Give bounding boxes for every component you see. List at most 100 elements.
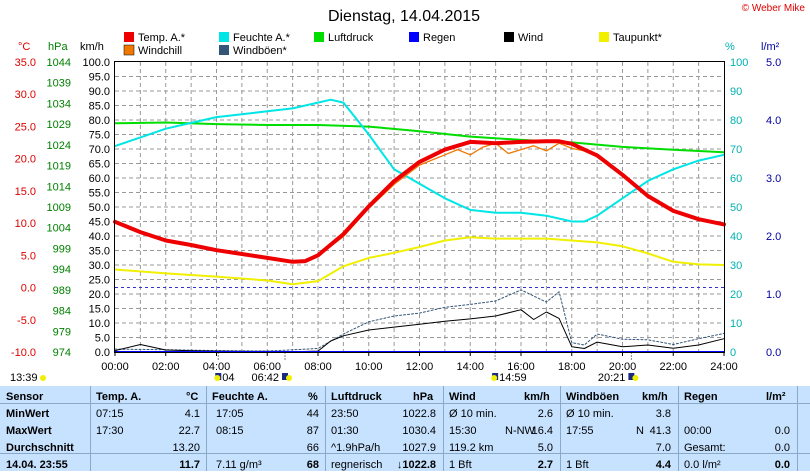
- axis-tick-label: 35.0: [15, 57, 36, 69]
- axis-tick-label: 0.0: [766, 347, 781, 359]
- axis-tick-label: 0.0: [95, 347, 110, 359]
- axis-tick-label: 2.0: [766, 231, 781, 243]
- legend-swatch-luftdruck: [314, 32, 324, 42]
- axis-tick-label: 30.0: [89, 260, 110, 272]
- axis-tick-label: 15.0: [89, 304, 110, 316]
- legend-label-windchill: Windchill: [138, 45, 182, 57]
- axis-tick-label: 0: [730, 347, 736, 359]
- stat-cell-r-a: Gesamt:: [684, 442, 726, 454]
- stats-divider: [560, 386, 561, 471]
- stat-cell-b-val: 3.8: [655, 408, 671, 420]
- header-feuchte: Feuchte A.: [212, 391, 268, 403]
- x-tick-label: 04:00: [203, 361, 231, 373]
- stat-cell-r-a: 0.0 l/m²: [684, 459, 721, 471]
- stat-cell-r-val: 0.0: [774, 442, 790, 454]
- sun-time-label: 04: [222, 372, 234, 384]
- axis-tick-label: 999: [53, 243, 71, 255]
- stat-cell-t-time: 07:15: [96, 408, 124, 420]
- axis-tick-label: 25.0: [15, 121, 36, 133]
- axis-ticks: 35.0 30.0 25.0 20.0 15.0 10.0 5.0 0.0 -5.0 -10.0 1…: [11, 57, 781, 373]
- x-tick-label: 24:00: [710, 361, 738, 373]
- stat-cell-l-val: 1027.9: [402, 442, 436, 454]
- axis-tick-label: 90: [730, 86, 742, 98]
- stat-cell-f-time: 08:15: [216, 425, 244, 437]
- stat-cell-l-time: 01:30: [331, 425, 359, 437]
- axis-tick-label: 50: [730, 202, 742, 214]
- axis-tick-label: 984: [53, 306, 71, 318]
- axis-tick-label: 10.0: [15, 218, 36, 230]
- axis-tick-label: 100.0: [82, 57, 110, 69]
- axis-tick-label: 1034: [47, 98, 71, 110]
- stat-cell-f-val: 66: [306, 442, 319, 454]
- stat-cell-l-time: ^1.9hPa/h: [331, 442, 381, 454]
- stat-cell-w-a: 119.2 km: [449, 442, 494, 454]
- stats-divider: [797, 386, 798, 471]
- stat-cell-l-time: regnerisch: [331, 459, 383, 471]
- header-luftdruck-unit: hPa: [413, 391, 434, 403]
- stat-cell-r-val: 0.0: [774, 459, 790, 471]
- x-tick-label: 12:00: [406, 361, 434, 373]
- series-line-temp-a: [113, 139, 726, 264]
- axis-tick-label: 0.0: [21, 283, 36, 295]
- header-regen-unit: l/m²: [766, 391, 786, 403]
- axis-tick-label: 5.0: [95, 333, 110, 345]
- axis-tick-label: 974: [53, 347, 71, 359]
- axis-tick-label: 85.0: [89, 101, 110, 113]
- axis-tick-label: 30: [730, 260, 742, 272]
- axis-tick-label: 1.0: [766, 289, 781, 301]
- axis-tick-label: 3.0: [766, 173, 781, 185]
- sun-dot: [286, 375, 293, 381]
- sun-markers: 13:39 04 06:42 14:59 20:21: [10, 352, 639, 384]
- stats-divider: [206, 386, 207, 471]
- axis-tick-label: 70.0: [89, 144, 110, 156]
- x-tick-label: 16:00: [507, 361, 535, 373]
- sun-dot: [214, 375, 221, 381]
- grid: [115, 62, 724, 352]
- legend-swatch-temp: [124, 32, 134, 42]
- stat-cell-w-val: 16.4: [531, 425, 553, 437]
- series-line-luftdruck: [114, 121, 725, 154]
- stats-current-divider: [0, 453, 810, 454]
- legend-swatch-windboen: [219, 45, 229, 55]
- x-tick-label: 06:00: [253, 361, 281, 373]
- x-tick-label: 20:00: [609, 361, 637, 373]
- x-tick-label: 00:00: [101, 361, 129, 373]
- sun-time-label: 20:21: [598, 372, 626, 384]
- stat-cell-f-val: 68: [306, 459, 319, 471]
- axis-tick-label: 1004: [47, 223, 71, 235]
- stat-cell-f-time: 7.11 g/m³: [216, 459, 262, 471]
- axis-tick-label: 989: [53, 285, 71, 297]
- header-luftdruck: Luftdruck: [331, 391, 382, 403]
- stat-cell-b-val: 7.0: [655, 442, 671, 454]
- legend-label-taupunkt: Taupunkt*: [613, 32, 663, 44]
- legend-label-regen: Regen: [423, 32, 455, 44]
- axis-tick-label: 5.0: [766, 57, 781, 69]
- stat-cell-b-val: 41.3: [649, 425, 671, 437]
- stat-cell-label: MaxWert: [6, 425, 52, 437]
- stat-cell-l-val: ↓1022.8: [396, 459, 436, 471]
- stat-cell-t-val: 22.7: [178, 425, 200, 437]
- stats-divider: [90, 386, 91, 471]
- stat-cell-w-a: 1 Bft: [449, 459, 472, 471]
- stat-cell-f-time: 17:05: [216, 408, 244, 420]
- x-tick-label: 18:00: [558, 361, 586, 373]
- stat-cell-t-val: 13.20: [172, 442, 200, 454]
- stat-cell-b-a: Ø 10 min.: [566, 408, 614, 420]
- axis-tick-label: 1039: [47, 78, 71, 90]
- legend-swatch-wind: [504, 32, 514, 42]
- plot-frame: [114, 61, 725, 353]
- axis-unit-temp: °C: [18, 41, 30, 53]
- stat-cell-r-val: 0.0: [774, 425, 790, 437]
- legend-label-feuchte: Feuchte A.*: [233, 32, 291, 44]
- axis-tick-label: 30.0: [15, 89, 36, 101]
- series-line-feuchte-a: [114, 98, 725, 223]
- axis-tick-label: 80: [730, 115, 742, 127]
- sun-dot: [40, 375, 46, 381]
- sun-time-label: 06:42: [251, 372, 279, 384]
- legend-label-windboen: Windböen*: [233, 45, 288, 57]
- stat-cell-label: 14.04. 23:55: [6, 459, 68, 471]
- axis-tick-label: 80.0: [89, 115, 110, 127]
- axis-tick-label: 1019: [47, 161, 71, 173]
- stat-cell-f-val: 87: [306, 425, 319, 437]
- axis-tick-label: 100: [730, 57, 748, 69]
